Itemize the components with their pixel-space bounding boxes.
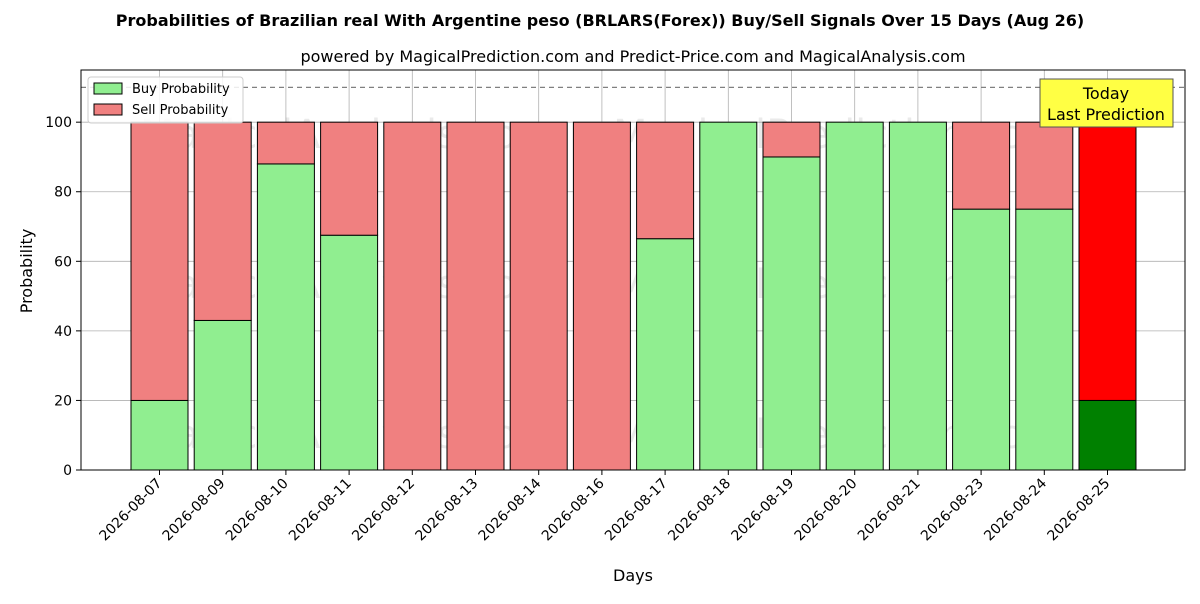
buy-bar-2026-08-17 <box>636 238 695 471</box>
y-tick-label: 100 <box>45 115 72 131</box>
x-tick-label: 2026-08-07 <box>96 476 165 545</box>
buy-bar-2026-08-23 <box>952 208 1011 471</box>
legend-box <box>87 76 244 124</box>
x-tick-label: 2026-08-10 <box>223 476 292 545</box>
chart-subtitle: powered by MagicalPrediction.com and Pre… <box>300 47 965 66</box>
y-tick-label: 20 <box>54 393 72 409</box>
buy-bar-2026-08-09 <box>193 319 252 471</box>
legend-swatch-sell <box>93 103 123 116</box>
buy-bar-2026-08-21 <box>888 121 947 471</box>
x-tick-label: 2026-08-19 <box>728 476 797 545</box>
x-axis-label: Days <box>613 566 653 585</box>
sell-bar-2026-08-14 <box>509 121 568 471</box>
legend-swatch-buy <box>93 82 123 95</box>
plot-frame <box>80 69 1186 471</box>
x-tick-label: 2026-08-24 <box>981 475 1050 544</box>
sell-bar-2026-08-24 <box>1015 121 1074 210</box>
sell-bar-2026-08-16 <box>572 121 631 471</box>
legend-label-buy: Buy Probability <box>132 82 230 97</box>
x-tick-label: 2026-08-23 <box>918 476 987 545</box>
x-tick-label: 2026-08-13 <box>412 476 481 545</box>
x-tick-label: 2026-08-09 <box>160 476 229 545</box>
x-tick-label: 2026-08-14 <box>476 475 545 544</box>
buy-bar-2026-08-07 <box>130 399 189 471</box>
buy-bar-2026-08-20 <box>825 121 884 471</box>
plot-area: MagicalAnalysis.comMagicalPrediction.com… <box>45 69 1186 545</box>
chart-title: Probabilities of Brazilian real With Arg… <box>116 11 1084 30</box>
x-tick-label: 2026-08-11 <box>286 476 355 545</box>
sell-bar-2026-08-07 <box>130 121 189 401</box>
buy-bar-2026-08-24 <box>1015 208 1074 471</box>
sell-bar-2026-08-19 <box>762 121 821 158</box>
x-tick-label: 2026-08-17 <box>602 476 671 545</box>
x-tick-label: 2026-08-21 <box>855 476 924 545</box>
sell-bar-2026-08-12 <box>383 121 442 471</box>
y-tick-label: 60 <box>54 254 72 270</box>
x-tick-label: 2026-08-16 <box>539 475 608 544</box>
y-tick-label: 80 <box>54 185 72 201</box>
buy-bar-2026-08-25 <box>1078 399 1137 471</box>
buy-bar-2026-08-11 <box>320 234 379 471</box>
x-tick-label: 2026-08-18 <box>665 476 734 545</box>
sell-bar-2026-08-11 <box>320 121 379 236</box>
buy-bar-2026-08-18 <box>699 121 758 471</box>
today-annotation-line1: Today <box>1082 84 1129 103</box>
sell-bar-2026-08-09 <box>193 121 252 321</box>
sell-bar-2026-08-23 <box>952 121 1011 210</box>
sell-bar-2026-08-10 <box>256 121 315 165</box>
y-tick-label: 40 <box>54 324 72 340</box>
today-annotation-box <box>1039 78 1174 128</box>
buy-bar-2026-08-10 <box>256 163 315 471</box>
sell-bar-2026-08-17 <box>636 121 695 240</box>
today-annotation-line2: Last Prediction <box>1047 105 1165 124</box>
sell-bar-2026-08-25 <box>1078 121 1137 401</box>
y-tick-label: 0 <box>63 463 72 479</box>
x-tick-label: 2026-08-25 <box>1044 476 1113 545</box>
x-tick-label: 2026-08-20 <box>792 476 861 545</box>
y-axis-label: Probability <box>17 229 36 314</box>
buy-bar-2026-08-19 <box>762 156 821 471</box>
legend-label-sell: Sell Probability <box>132 103 229 118</box>
x-tick-label: 2026-08-12 <box>349 476 418 545</box>
sell-bar-2026-08-13 <box>446 121 505 471</box>
